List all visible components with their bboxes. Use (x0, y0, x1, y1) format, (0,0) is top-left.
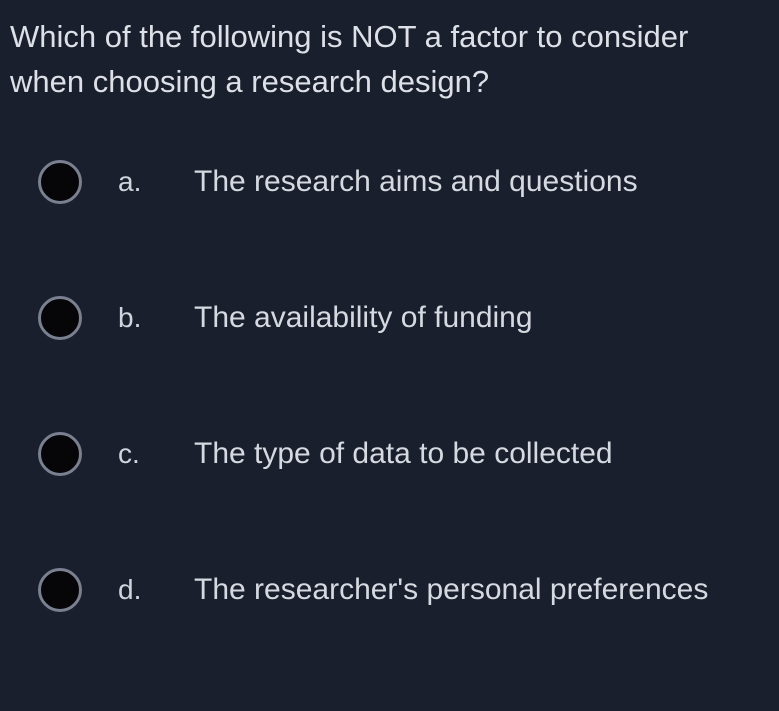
option-letter-d: d. (118, 574, 158, 606)
radio-d[interactable] (38, 568, 82, 612)
option-row-c[interactable]: c. The type of data to be collected (38, 432, 769, 476)
option-letter-a: a. (118, 166, 158, 198)
radio-b[interactable] (38, 296, 82, 340)
option-text-b: The availability of funding (194, 297, 533, 339)
option-text-d: The researcher's personal preferences (194, 569, 708, 611)
options-list: a. The research aims and questions b. Th… (10, 160, 769, 612)
option-row-b[interactable]: b. The availability of funding (38, 296, 769, 340)
question-text: Which of the following is NOT a factor t… (10, 15, 769, 105)
option-letter-c: c. (118, 438, 158, 470)
option-row-a[interactable]: a. The research aims and questions (38, 160, 769, 204)
option-text-a: The research aims and questions (194, 161, 638, 203)
option-letter-b: b. (118, 302, 158, 334)
option-row-d[interactable]: d. The researcher's personal preferences (38, 568, 769, 612)
radio-c[interactable] (38, 432, 82, 476)
radio-a[interactable] (38, 160, 82, 204)
option-text-c: The type of data to be collected (194, 433, 613, 475)
